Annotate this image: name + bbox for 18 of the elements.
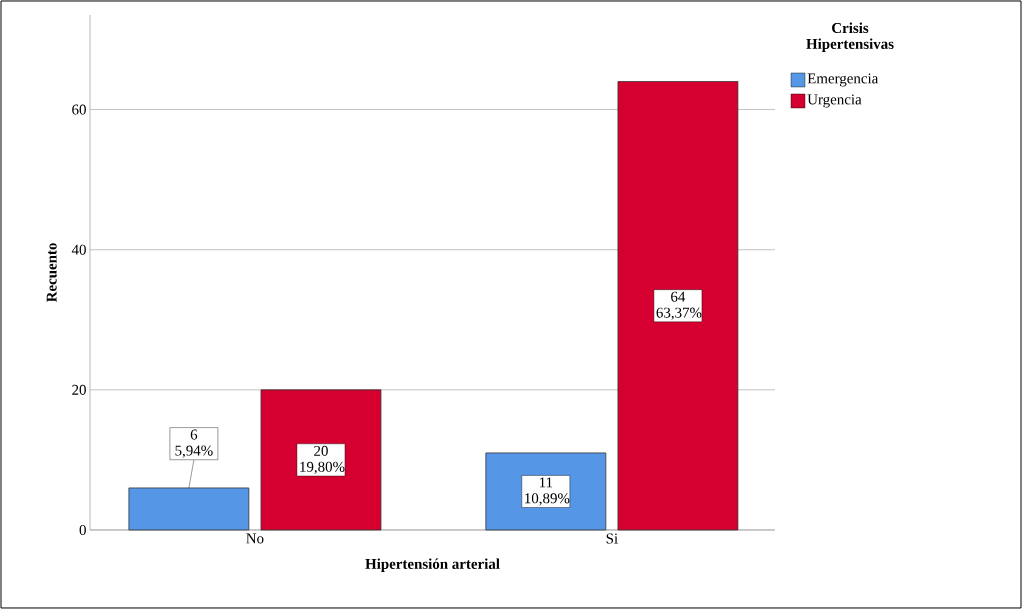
y-tick-label: 40 xyxy=(71,244,86,255)
data-label: 20 19,80% xyxy=(300,445,345,474)
legend-label: Urgencia xyxy=(807,94,862,108)
data-label: 64 63,37% xyxy=(656,291,702,320)
legend-title: Crisis Hipertensivas xyxy=(806,22,894,53)
bar xyxy=(128,487,250,531)
data-label: 6 5,94% xyxy=(175,429,213,458)
y-tick-label: 60 xyxy=(72,104,86,115)
x-tick-label: Si xyxy=(606,533,618,544)
y-tick-label: 0 xyxy=(79,524,86,536)
x-tick-label: No xyxy=(246,533,264,544)
y-tick-label: 20 xyxy=(72,384,86,395)
x-axis-title: Hipertensión arterial xyxy=(365,558,500,572)
data-label: 11 10,89% xyxy=(525,477,570,506)
bar xyxy=(617,81,739,531)
y-axis-title: Recuento xyxy=(46,243,57,303)
legend-label: Emergencia xyxy=(807,73,879,87)
bar xyxy=(260,389,382,531)
